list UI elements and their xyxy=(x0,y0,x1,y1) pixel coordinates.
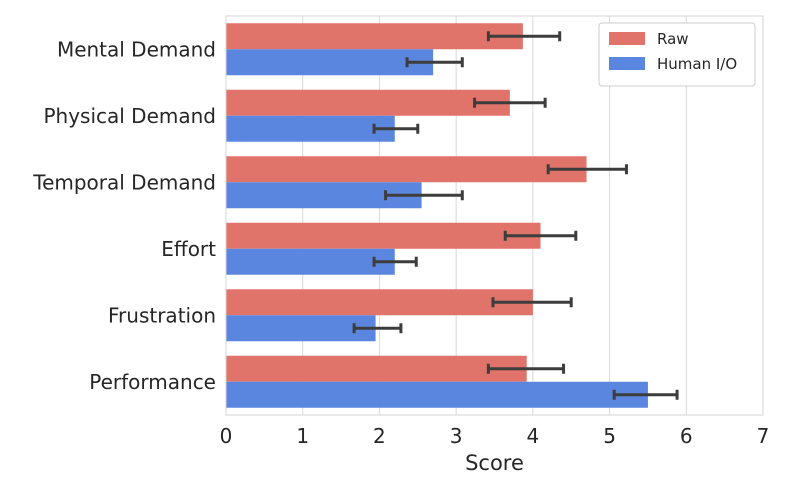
x-tick-label: 7 xyxy=(757,424,770,448)
bar-human-i-o xyxy=(226,115,395,142)
x-axis-title: Score xyxy=(465,451,524,475)
error-bar xyxy=(405,57,464,68)
legend-swatch-human-i-o xyxy=(609,57,645,70)
legend-label-raw: Raw xyxy=(657,30,689,48)
bar-raw xyxy=(226,289,533,316)
x-tick-label: 3 xyxy=(450,424,463,448)
category-label: Mental Demand xyxy=(57,37,216,61)
error-bar xyxy=(486,363,566,374)
error-bar xyxy=(372,256,418,267)
bar-raw xyxy=(226,355,527,382)
category-label: Frustration xyxy=(108,303,216,327)
bar-raw xyxy=(226,23,523,50)
plot-frame xyxy=(225,15,764,416)
error-bar xyxy=(612,389,679,400)
x-tick-labels: 0 1 2 3 4 5 6 7 xyxy=(220,424,770,448)
legend-label-human-i-o: Human I/O xyxy=(657,55,737,73)
error-bar xyxy=(473,97,547,108)
category-label: Effort xyxy=(161,237,216,261)
error-bar xyxy=(372,123,420,134)
error-bar xyxy=(352,323,403,334)
error-bar xyxy=(486,31,562,42)
x-tick-label: 6 xyxy=(680,424,693,448)
bar-raw xyxy=(226,89,510,116)
x-tick-label: 2 xyxy=(373,424,386,448)
error-bar xyxy=(491,297,573,308)
bar-human-i-o xyxy=(226,248,395,275)
bar-human-i-o xyxy=(226,49,434,76)
legend: Raw Human I/O xyxy=(598,22,756,87)
x-tick-label: 5 xyxy=(603,424,616,448)
error-bar xyxy=(384,190,464,201)
error-bar xyxy=(546,164,628,175)
error-bar xyxy=(503,230,578,241)
category-label: Physical Demand xyxy=(43,104,216,128)
category-labels: Mental Demand Physical Demand Temporal Dem… xyxy=(32,37,216,394)
legend-swatch-raw xyxy=(609,32,645,45)
x-tick-label: 1 xyxy=(296,424,309,448)
bar-raw xyxy=(226,222,541,249)
category-label: Temporal Demand xyxy=(32,170,216,194)
bar-raw xyxy=(226,156,587,183)
bar-human-i-o xyxy=(226,315,376,342)
category-label: Performance xyxy=(89,370,216,394)
error-bars xyxy=(352,31,679,400)
bar-human-i-o xyxy=(226,381,648,408)
bars xyxy=(226,23,648,408)
x-tick-label: 0 xyxy=(220,424,233,448)
x-tick-label: 4 xyxy=(526,424,539,448)
